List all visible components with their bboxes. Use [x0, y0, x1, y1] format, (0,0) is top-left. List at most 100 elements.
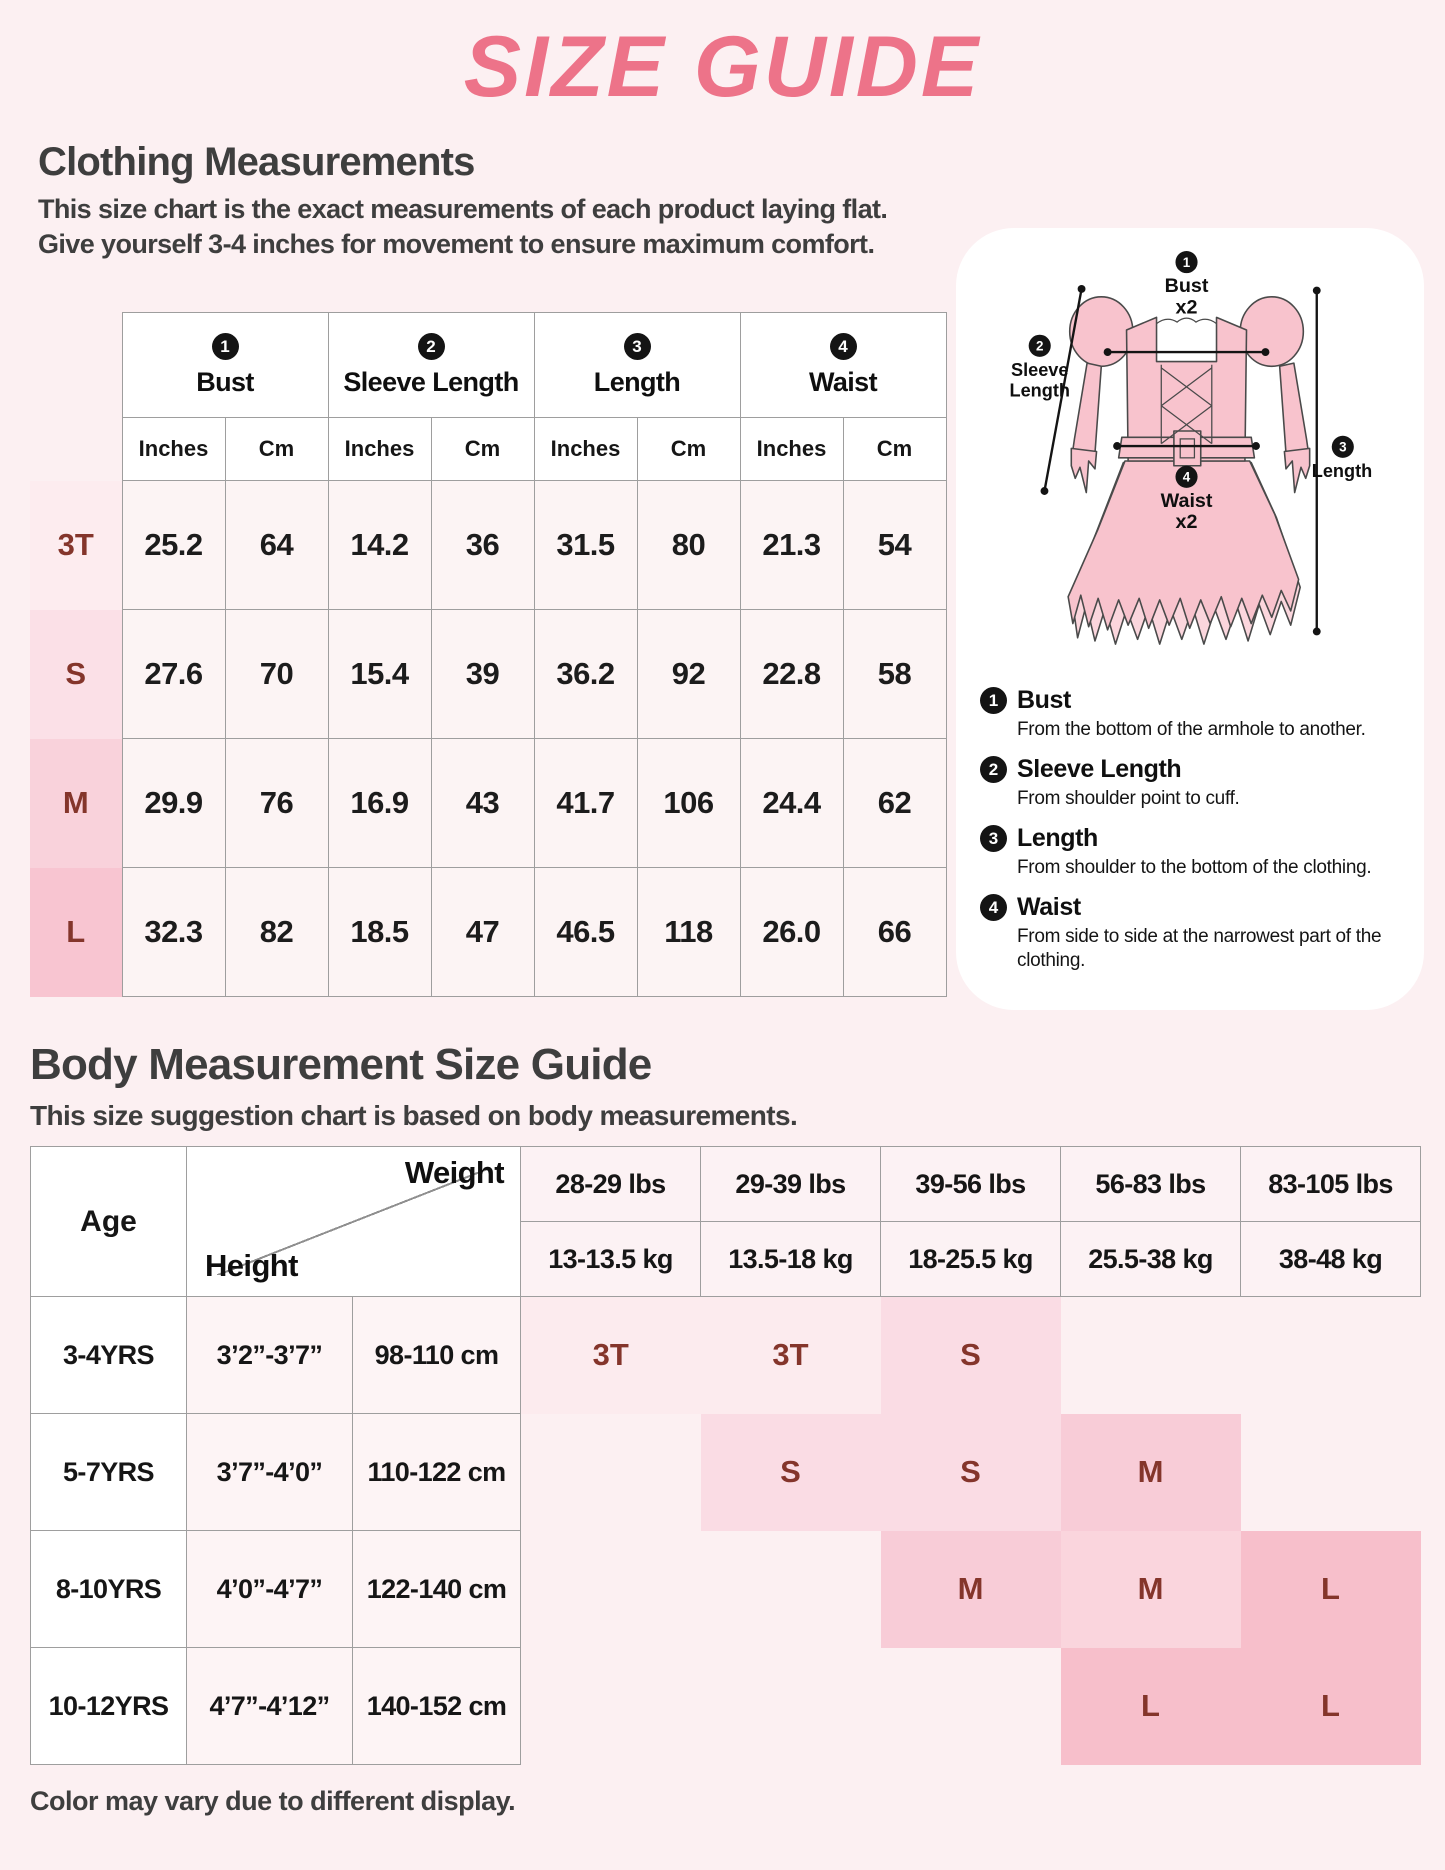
weight-header-kg: 18-25.5 kg — [880, 1221, 1061, 1297]
legend-text: Waist From side to side at the narrowest … — [1017, 893, 1412, 973]
measurement-legend: 1 Bust From the bottom of the armhole to a… — [956, 682, 1424, 973]
measurement-value: 16.9 — [327, 738, 432, 868]
measurement-value: 66 — [842, 867, 947, 997]
measurement-value: 21.3 — [739, 480, 844, 610]
svg-text:4: 4 — [1182, 470, 1190, 485]
right-puff-sleeve — [1238, 296, 1304, 368]
legend-badge-3-icon: 3 — [980, 825, 1007, 852]
row-size-label: S — [30, 609, 122, 739]
measurement-value: 80 — [636, 480, 741, 610]
weight-header-lbs: 29-39 lbs — [700, 1146, 881, 1222]
length-callout-label: Length — [1311, 461, 1371, 481]
recommended-size-cell — [1241, 1414, 1421, 1531]
recommended-size-cell: 3T — [520, 1296, 701, 1414]
measurement-value: 18.5 — [327, 867, 432, 997]
legend-item: 4 Waist From side to side at the narrowest… — [980, 893, 1412, 973]
measurement-value: 64 — [224, 480, 329, 610]
legend-badge-2-icon: 2 — [980, 756, 1007, 783]
legend-text: Bust From the bottom of the armhole to an… — [1017, 686, 1366, 742]
recommended-size-cell: M — [1060, 1530, 1241, 1648]
right-glove — [1283, 447, 1310, 494]
sleeve-callout-label-1: Sleeve — [1010, 360, 1068, 380]
column-group-label: Waist — [808, 366, 878, 397]
legend-item: 1 Bust From the bottom of the armhole to a… — [980, 686, 1412, 742]
height-ft-cell: 4’0”-4’7” — [186, 1530, 353, 1648]
column-group-header: 1 Bust — [121, 312, 329, 418]
recommended-size-cell — [521, 1648, 701, 1765]
age-row: 10-12YRS 4’7”-4’12” 140-152 cm L L — [30, 1647, 1421, 1765]
legend-desc: From the bottom of the armhole to anothe… — [1017, 719, 1366, 740]
bust-callout-label: Bust — [1164, 275, 1208, 297]
weight-header-lbs: 83-105 lbs — [1240, 1146, 1421, 1222]
body-measurement-description: This size suggestion chart is based on b… — [30, 1100, 798, 1131]
row-size-label: M — [30, 738, 122, 868]
unit-header: Inches — [739, 417, 844, 481]
legend-badge-4-icon: 4 — [980, 894, 1007, 921]
measurement-value: 82 — [224, 867, 329, 997]
measurement-value: 27.6 — [121, 609, 226, 739]
measurement-value: 14.2 — [327, 480, 432, 610]
waist-badge-icon: 4 — [1174, 465, 1198, 488]
legend-item: 3 Length From shoulder to the bottom of th… — [980, 824, 1412, 880]
column-group-label: Bust — [196, 366, 254, 397]
column-group-header: 3 Length — [533, 312, 741, 418]
size-row: S 27.6 70 15.4 39 36.2 92 22.8 58 — [30, 609, 947, 739]
weight-header-kg: 38-48 kg — [1240, 1221, 1421, 1297]
recommended-size-cell — [521, 1531, 701, 1648]
age-cell: 5-7YRS — [30, 1413, 187, 1531]
dress-diagram: 1 Bust x2 2 Sleeve Length 4 Waist x2 3 L… — [1009, 251, 1372, 645]
group-badge-2-icon: 2 — [417, 332, 445, 360]
clothing-measurements-description: This size chart is the exact measurement… — [38, 192, 888, 262]
measurement-diagram-card: 1 Bust x2 2 Sleeve Length 4 Waist x2 3 L… — [956, 228, 1424, 1010]
description-line-2: Give yourself 3-4 inches for movement to… — [38, 229, 875, 259]
legend-title: Waist — [1017, 893, 1081, 921]
measurement-value: 76 — [224, 738, 329, 868]
row-size-label: L — [30, 867, 122, 997]
t2-body: 3-4YRS 3’2”-3’7” 98-110 cm 3T 3T S 5-7YRS 3’7”-… — [30, 1296, 1421, 1765]
waist-callout-label: Waist — [1160, 490, 1212, 512]
body-size-table: Age Weight Height 28-29 lbs 29-39 lbs 39-5… — [30, 1146, 1421, 1765]
bust-badge-icon: 1 — [1174, 251, 1198, 274]
measurement-value: 92 — [636, 609, 741, 739]
group-badge-3-icon: 3 — [623, 332, 651, 360]
height-cm-cell: 110-122 cm — [352, 1413, 521, 1531]
measurement-value: 118 — [636, 867, 741, 997]
column-group-label: Sleeve Length — [343, 366, 519, 397]
table-corner — [30, 418, 122, 481]
measurement-value: 15.4 — [327, 609, 432, 739]
legend-desc: From shoulder point to cuff. — [1017, 788, 1240, 809]
measurement-value: 31.5 — [533, 480, 638, 610]
weight-header-lbs: 28-29 lbs — [520, 1146, 701, 1222]
sleeve-badge-icon: 2 — [1028, 334, 1051, 357]
bust-callout-x2: x2 — [1175, 296, 1197, 318]
skirt — [1066, 460, 1299, 631]
description-line-1: This size chart is the exact measurement… — [38, 194, 888, 224]
legend-title: Sleeve Length — [1017, 755, 1182, 783]
recommended-size-cell: M — [1060, 1413, 1241, 1531]
t2-lbs-row: Age Weight Height 28-29 lbs 29-39 lbs 39-5… — [30, 1146, 1421, 1297]
recommended-size-cell — [701, 1531, 881, 1648]
clothing-measurements-table: 1 Bust 2 Sleeve Length 3 Length 4 Waist Inches C… — [30, 312, 947, 997]
weight-header-kg: 13.5-18 kg — [700, 1221, 881, 1297]
age-cell: 8-10YRS — [30, 1530, 187, 1648]
column-group-header: 4 Waist — [739, 312, 947, 418]
t1-units-row: Inches Cm Inches Cm Inches Cm Inches Cm — [30, 417, 947, 481]
age-row: 3-4YRS 3’2”-3’7” 98-110 cm 3T 3T S — [30, 1296, 1421, 1414]
height-cm-cell: 98-110 cm — [352, 1296, 521, 1414]
t2-kg-row: 13-13.5 kg 13.5-18 kg 18-25.5 kg 25.5-38 kg… — [31, 1221, 1421, 1297]
measurement-value: 43 — [430, 738, 535, 868]
measurement-value: 26.0 — [739, 867, 844, 997]
recommended-size-cell — [1241, 1297, 1421, 1414]
legend-text: Sleeve Length From shoulder point to cuff… — [1017, 755, 1240, 811]
recommended-size-cell — [881, 1648, 1061, 1765]
weight-label: Weight — [404, 1155, 505, 1190]
weight-header-lbs: 39-56 lbs — [880, 1146, 1061, 1222]
height-cm-cell: 140-152 cm — [352, 1647, 521, 1765]
legend-desc: From side to side at the narrowest part … — [1017, 926, 1382, 971]
measurement-value: 70 — [224, 609, 329, 739]
length-badge-icon: 3 — [1331, 435, 1354, 458]
right-arm — [1278, 362, 1309, 454]
size-row: L 32.3 82 18.5 47 46.5 118 26.0 66 — [30, 867, 947, 997]
svg-text:2: 2 — [1036, 339, 1043, 354]
color-disclaimer: Color may vary due to different display. — [30, 1786, 516, 1816]
